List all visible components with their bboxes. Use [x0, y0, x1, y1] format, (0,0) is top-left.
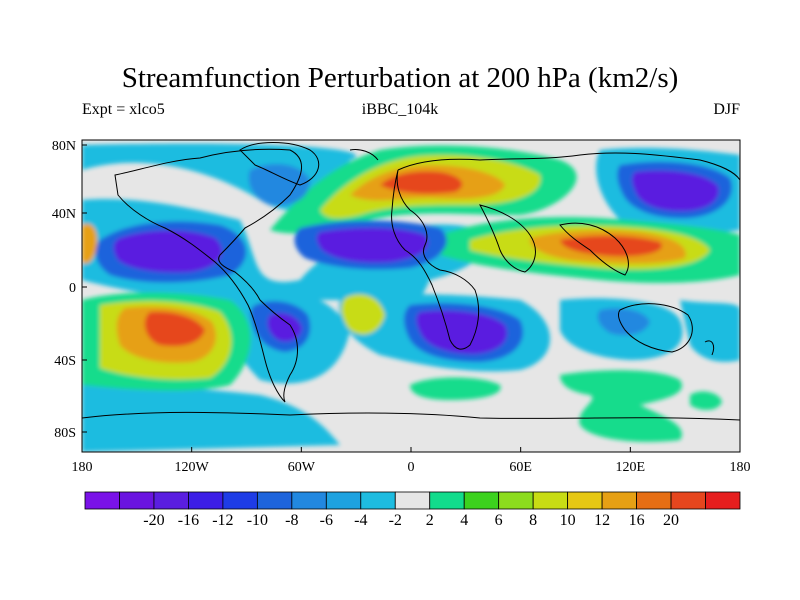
x-tick-label: 180 [72, 460, 93, 475]
y-tick-label: 40N [52, 207, 76, 222]
y-tick-label: 40S [54, 354, 76, 369]
case-label: iBBC_104k [361, 101, 439, 118]
map-panel [82, 140, 740, 452]
colorbar-labels: -20 -16 -12 -10 -8 -6 -4 -2 2 4 6 8 10 12 16 20 [143, 512, 679, 529]
colorbar-label: -8 [285, 512, 298, 529]
colorbar-box [601, 491, 637, 510]
colorbar-label: 12 [594, 512, 610, 529]
colorbar-label: -6 [320, 512, 333, 529]
x-axis-labels: 180 120W 60W 0 60E 120E 180 [72, 460, 751, 475]
colorbar-label: -12 [212, 512, 233, 529]
colorbar-label: 20 [663, 512, 679, 529]
colorbar-label: 6 [495, 512, 503, 529]
x-tick-label: 0 [408, 460, 415, 475]
colorbar-box [291, 491, 327, 510]
colorbar-label: -4 [354, 512, 367, 529]
colorbar-box [360, 491, 396, 510]
colorbar-box [429, 491, 465, 510]
y-tick-label: 0 [69, 281, 76, 296]
colorbar-box [498, 491, 534, 510]
x-tick-label: 180 [730, 460, 751, 475]
colorbar-box [119, 491, 155, 510]
colorbar-label: 2 [426, 512, 434, 529]
colorbar-label: -16 [178, 512, 199, 529]
colorbar-box [394, 491, 431, 510]
colorbar-box [84, 491, 120, 510]
experiment-label: Expt = xlco5 [82, 101, 165, 118]
colorbar-label: 8 [529, 512, 537, 529]
colorbar-box [670, 491, 706, 510]
colorbar-box [567, 491, 603, 510]
y-tick-label: 80S [54, 426, 76, 441]
contour-fill [82, 143, 740, 452]
colorbar-label: -2 [389, 512, 402, 529]
colorbar-box [325, 491, 362, 510]
colorbar-label: 10 [560, 512, 576, 529]
colorbar-label: 4 [460, 512, 468, 529]
x-tick-label: 120E [616, 460, 646, 475]
colorbar-label: 16 [629, 512, 645, 529]
coastlines [82, 142, 740, 421]
colorbar-box [222, 491, 258, 510]
x-tick-label: 120W [175, 460, 210, 475]
colorbar [84, 491, 741, 510]
x-tick-label: 60E [509, 460, 532, 475]
season-label: DJF [713, 101, 740, 118]
y-axis-labels: 80N 40N 0 40S 80S [52, 139, 76, 441]
x-tick-label: 60W [288, 460, 316, 475]
y-tick-label: 80N [52, 139, 76, 154]
colorbar-box [153, 491, 189, 510]
colorbar-box [532, 491, 569, 510]
colorbar-box [705, 491, 741, 510]
colorbar-box [188, 491, 224, 510]
colorbar-box [463, 491, 500, 510]
colorbar-label: -10 [247, 512, 268, 529]
colorbar-label: -20 [143, 512, 164, 529]
colorbar-box [636, 491, 672, 510]
plot-title: Streamfunction Perturbation at 200 hPa (… [121, 62, 679, 94]
colorbar-box [256, 491, 293, 510]
axis-ticks [81, 144, 741, 452]
